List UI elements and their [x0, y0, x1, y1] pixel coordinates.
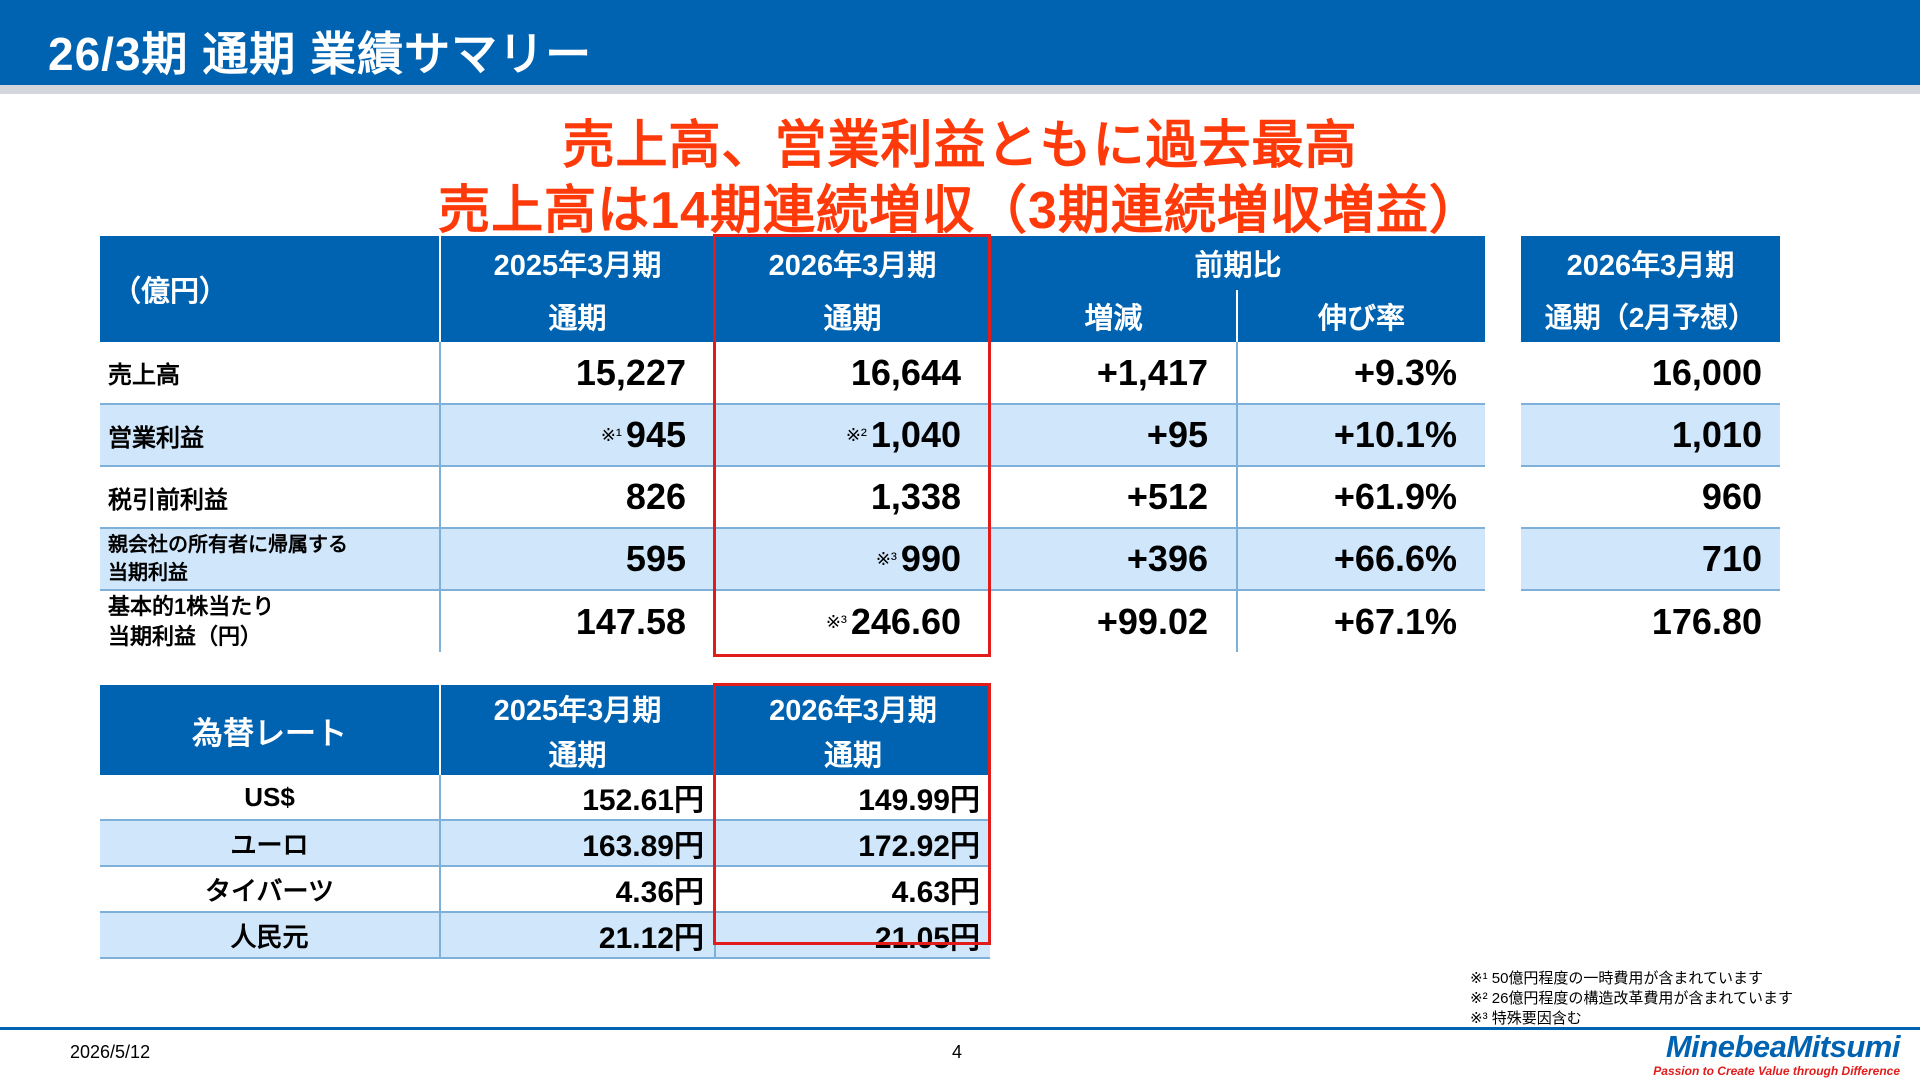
- currency-label: 人民元: [100, 912, 440, 959]
- table-row: ユーロ 163.89円 172.92円: [100, 820, 990, 867]
- row-label-operating-income: 営業利益: [100, 404, 440, 467]
- row-label-net-sales: 売上高: [100, 342, 440, 405]
- value-cell: 16,644: [714, 342, 990, 405]
- value-cell: 595: [439, 528, 715, 591]
- logo-tagline: Passion to Create Value through Differen…: [1653, 1064, 1900, 1078]
- change-cell: +1,417: [989, 342, 1237, 405]
- page-title: 26/3期 通期 業績サマリー: [48, 28, 593, 80]
- title-bar-underline: [0, 85, 1920, 94]
- fx-value: 21.05円: [714, 912, 990, 959]
- footnote-marker: ※²: [845, 425, 867, 445]
- logo-wordmark: MinebeaMitsumi: [1665, 1029, 1901, 1064]
- fx-col-subheader-fy2025: 通期: [439, 731, 715, 775]
- currency-label: US$: [100, 775, 440, 821]
- fx-value: 21.12円: [439, 912, 715, 959]
- table-row: 営業利益 ※¹ 945 ※² 1,040 +95 +10.1%: [100, 404, 1486, 467]
- page-number: 4: [952, 1042, 963, 1062]
- growth-cell: +66.6%: [1235, 528, 1486, 591]
- table-row: 基本的1株当たり 当期利益（円） 147.58 ※³ 246.60 +99.02 +…: [100, 590, 1486, 652]
- fx-label: 為替レート: [100, 685, 440, 775]
- fx-rate-table: 為替レート 2025年3月期 2026年3月期 通期 通期 US$ 152.61…: [100, 685, 990, 959]
- col-header-change: 増減: [989, 290, 1237, 342]
- forecast-col-subheader: 通期（2月予想）: [1521, 290, 1780, 342]
- headline-line-2: 売上高は14期連続増収（3期連続増収増益）: [438, 182, 1482, 240]
- footer-divider: [0, 1027, 1920, 1030]
- table-row: 人民元 21.12円 21.05円: [100, 912, 990, 959]
- fx-col-subheader-fy2026: 通期: [714, 731, 990, 775]
- fx-value: 149.99円: [714, 775, 990, 821]
- fx-value: 4.63円: [714, 866, 990, 913]
- fx-value: 4.36円: [439, 866, 715, 913]
- change-cell: +512: [989, 466, 1237, 529]
- forecast-value: 710: [1521, 528, 1780, 591]
- change-cell: +99.02: [989, 590, 1237, 652]
- change-cell: +396: [989, 528, 1237, 591]
- value-cell: 147.58: [439, 590, 715, 652]
- col-header-fy2026: 2026年3月期: [714, 236, 990, 290]
- footnotes: ※¹ 50億円程度の一時費用が含まれています ※² 26億円程度の構造改革費用が…: [1470, 969, 1793, 1029]
- company-logo: MinebeaMitsumi Passion to Create Value t…: [1628, 1029, 1901, 1079]
- results-table: （億円） 2025年3月期 2026年3月期 前期比 通期 通期 増減 伸び率 …: [100, 236, 1486, 652]
- fx-value: 172.92円: [714, 820, 990, 867]
- table-row: 親会社の所有者に帰属する 当期利益 595 ※³ 990 +396 +66.6%: [100, 528, 1486, 591]
- table-row: 税引前利益 826 1,338 +512 +61.9%: [100, 466, 1486, 529]
- fx-value: 152.61円: [439, 775, 715, 821]
- col-header-fy2025: 2025年3月期: [439, 236, 715, 290]
- value-cell: ※³ 990: [714, 528, 990, 591]
- currency-label: タイバーツ: [100, 866, 440, 913]
- col-subheader-fy2025: 通期: [439, 290, 715, 342]
- col-subheader-fy2026: 通期: [714, 290, 990, 342]
- value-cell: 1,338: [714, 466, 990, 529]
- unit-label: （億円）: [100, 236, 440, 342]
- col-header-yoy: 前期比: [988, 236, 1486, 290]
- footnote-3: ※³ 特殊要因含む: [1470, 1010, 1582, 1027]
- footnote-marker: ※³: [825, 611, 847, 632]
- change-cell: +95: [989, 404, 1237, 467]
- forecast-value: 960: [1521, 466, 1780, 529]
- col-header-growth: 伸び率: [1235, 290, 1486, 342]
- forecast-value: 176.80: [1651, 600, 1762, 642]
- table-row: タイバーツ 4.36円 4.63円: [100, 866, 990, 913]
- fx-col-header-fy2025: 2025年3月期: [439, 685, 715, 731]
- footnote-1: ※¹ 50億円程度の一時費用が含まれています: [1470, 970, 1763, 987]
- footer-date: 2026/5/12: [70, 1042, 151, 1062]
- value-cell: ※² 1,040: [714, 404, 990, 467]
- growth-cell: +9.3%: [1235, 342, 1486, 405]
- value-cell: 15,227: [439, 342, 715, 405]
- title-bar: 26/3期 通期 業績サマリー: [0, 0, 1920, 85]
- value-cell: ※¹ 945: [439, 404, 715, 467]
- row-label-eps: 基本的1株当たり 当期利益（円）: [108, 593, 275, 649]
- forecast-col-header: 2026年3月期: [1521, 236, 1780, 290]
- value-cell: 826: [439, 466, 715, 529]
- forecast-table: 2026年3月期 通期（2月予想） 16,000 1,010 960 710 1…: [1521, 236, 1780, 652]
- growth-cell: +61.9%: [1235, 466, 1486, 529]
- growth-cell: +67.1%: [1235, 590, 1486, 652]
- row-label-pretax-income: 税引前利益: [100, 466, 440, 529]
- row-label-net-income: 親会社の所有者に帰属する 当期利益: [100, 528, 440, 591]
- growth-cell: +10.1%: [1235, 404, 1486, 467]
- fx-col-header-fy2026: 2026年3月期: [714, 685, 990, 731]
- value-cell: ※³ 246.60: [714, 590, 990, 652]
- headline-line-1: 売上高、営業利益ともに過去最高: [562, 117, 1358, 175]
- footnote-marker: ※¹: [600, 425, 622, 445]
- currency-label: ユーロ: [100, 820, 440, 867]
- table-row: 売上高 15,227 16,644 +1,417 +9.3%: [100, 342, 1486, 405]
- footnote-2: ※² 26億円程度の構造改革費用が含まれています: [1470, 990, 1793, 1007]
- fx-value: 163.89円: [439, 820, 715, 867]
- forecast-value: 16,000: [1521, 342, 1780, 405]
- table-row: US$ 152.61円 149.99円: [100, 775, 990, 821]
- forecast-value: 1,010: [1521, 404, 1780, 467]
- footnote-marker: ※³: [875, 549, 897, 569]
